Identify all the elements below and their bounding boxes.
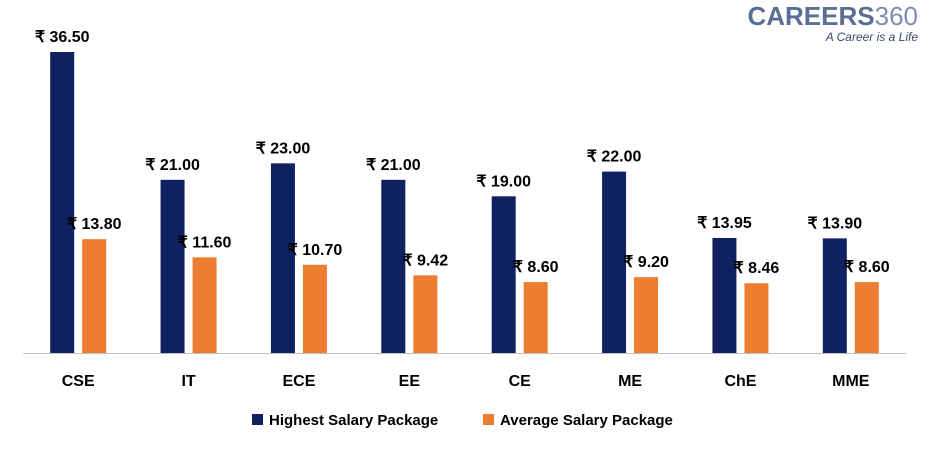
average-label-ece: ₹ 10.70 <box>288 242 343 259</box>
x-tick-ce: CE <box>509 373 532 390</box>
legend-label-average: Average Salary Package <box>500 412 673 429</box>
average-bar-che <box>744 283 769 353</box>
highest-bar-che <box>712 237 737 353</box>
average-label-mme: ₹ 8.60 <box>844 259 890 276</box>
highest-label-che: ₹ 13.95 <box>697 215 752 232</box>
x-tick-me: ME <box>618 373 642 390</box>
highest-bar-cse <box>50 52 75 353</box>
highest-label-it: ₹ 21.00 <box>145 157 200 174</box>
x-tick-che: ChE <box>724 373 756 390</box>
average-label-che: ₹ 8.46 <box>734 260 780 277</box>
average-label-it: ₹ 11.60 <box>178 234 232 251</box>
highest-label-ee: ₹ 21.00 <box>366 157 421 174</box>
highest-label-cse: ₹ 36.50 <box>35 29 90 46</box>
average-bar-ee <box>413 275 438 353</box>
x-tick-cse: CSE <box>62 373 95 390</box>
legend-swatch-average <box>483 414 494 425</box>
highest-label-me: ₹ 22.00 <box>587 149 642 166</box>
average-bar-me <box>634 277 659 353</box>
average-label-cse: ₹ 13.80 <box>67 216 122 233</box>
x-tick-it: IT <box>181 373 195 390</box>
highest-label-ece: ₹ 23.00 <box>256 140 311 157</box>
average-label-ce: ₹ 8.60 <box>513 259 559 276</box>
careers360-logo: CAREERS360 A Career is a Life <box>747 2 918 44</box>
average-bar-it <box>192 257 217 353</box>
x-tick-ece: ECE <box>282 373 315 390</box>
highest-bar-ece <box>270 163 295 353</box>
x-tick-ee: EE <box>399 373 421 390</box>
highest-bar-ce <box>491 196 516 353</box>
highest-label-ce: ₹ 19.00 <box>476 173 531 190</box>
highest-bar-it <box>160 179 185 353</box>
average-bar-mme <box>854 282 879 353</box>
highest-bar-ee <box>381 179 406 353</box>
legend-label-highest: Highest Salary Package <box>269 412 438 429</box>
logo-tagline: A Career is a Life <box>825 30 918 44</box>
average-bar-cse <box>82 239 107 353</box>
logo-wordmark: CAREERS360 <box>747 2 918 30</box>
legend-swatch-highest <box>252 414 263 425</box>
average-bar-ece <box>302 264 327 353</box>
highest-bar-me <box>602 171 627 353</box>
average-label-me: ₹ 9.20 <box>623 254 669 271</box>
highest-bar-mme <box>822 238 847 353</box>
highest-label-mme: ₹ 13.90 <box>807 215 862 232</box>
x-tick-mme: MME <box>832 373 870 390</box>
average-label-ee: ₹ 9.42 <box>402 252 448 269</box>
average-bar-ce <box>523 282 548 353</box>
logo-brand-main: CAREERS <box>747 1 875 31</box>
logo-brand-num: 360 <box>874 1 918 31</box>
